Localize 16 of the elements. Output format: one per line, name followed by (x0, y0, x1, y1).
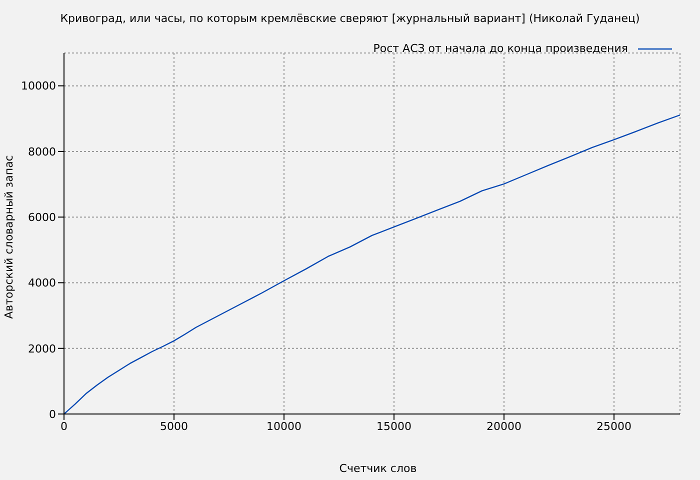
x-tick-label: 15000 (376, 420, 412, 433)
y-tick-label: 10000 (21, 80, 56, 93)
y-tick-label: 0 (49, 408, 56, 421)
x-tick-label: 0 (60, 420, 68, 433)
x-tick-label: 5000 (160, 420, 188, 433)
y-tick-label: 6000 (28, 210, 56, 224)
x-tick-label: 10000 (266, 420, 302, 433)
y-tick-label: 4000 (28, 276, 56, 290)
y-tick-label: 8000 (28, 145, 56, 158)
legend-label: Рост АСЗ от начала до конца произведения (373, 42, 628, 55)
x-axis-title: Счетчик слов (338, 462, 418, 475)
x-tick-label: 25000 (596, 420, 632, 433)
y-tick-label: 2000 (28, 342, 56, 356)
chart-title: Кривоград, или часы, по которым кремлёвские сверяют [журнальный вариант] (Николай Гуданец) (59, 12, 641, 25)
y-axis-title: Авторский словарный запас (2, 155, 16, 319)
x-tick-label: 20000 (486, 420, 522, 433)
